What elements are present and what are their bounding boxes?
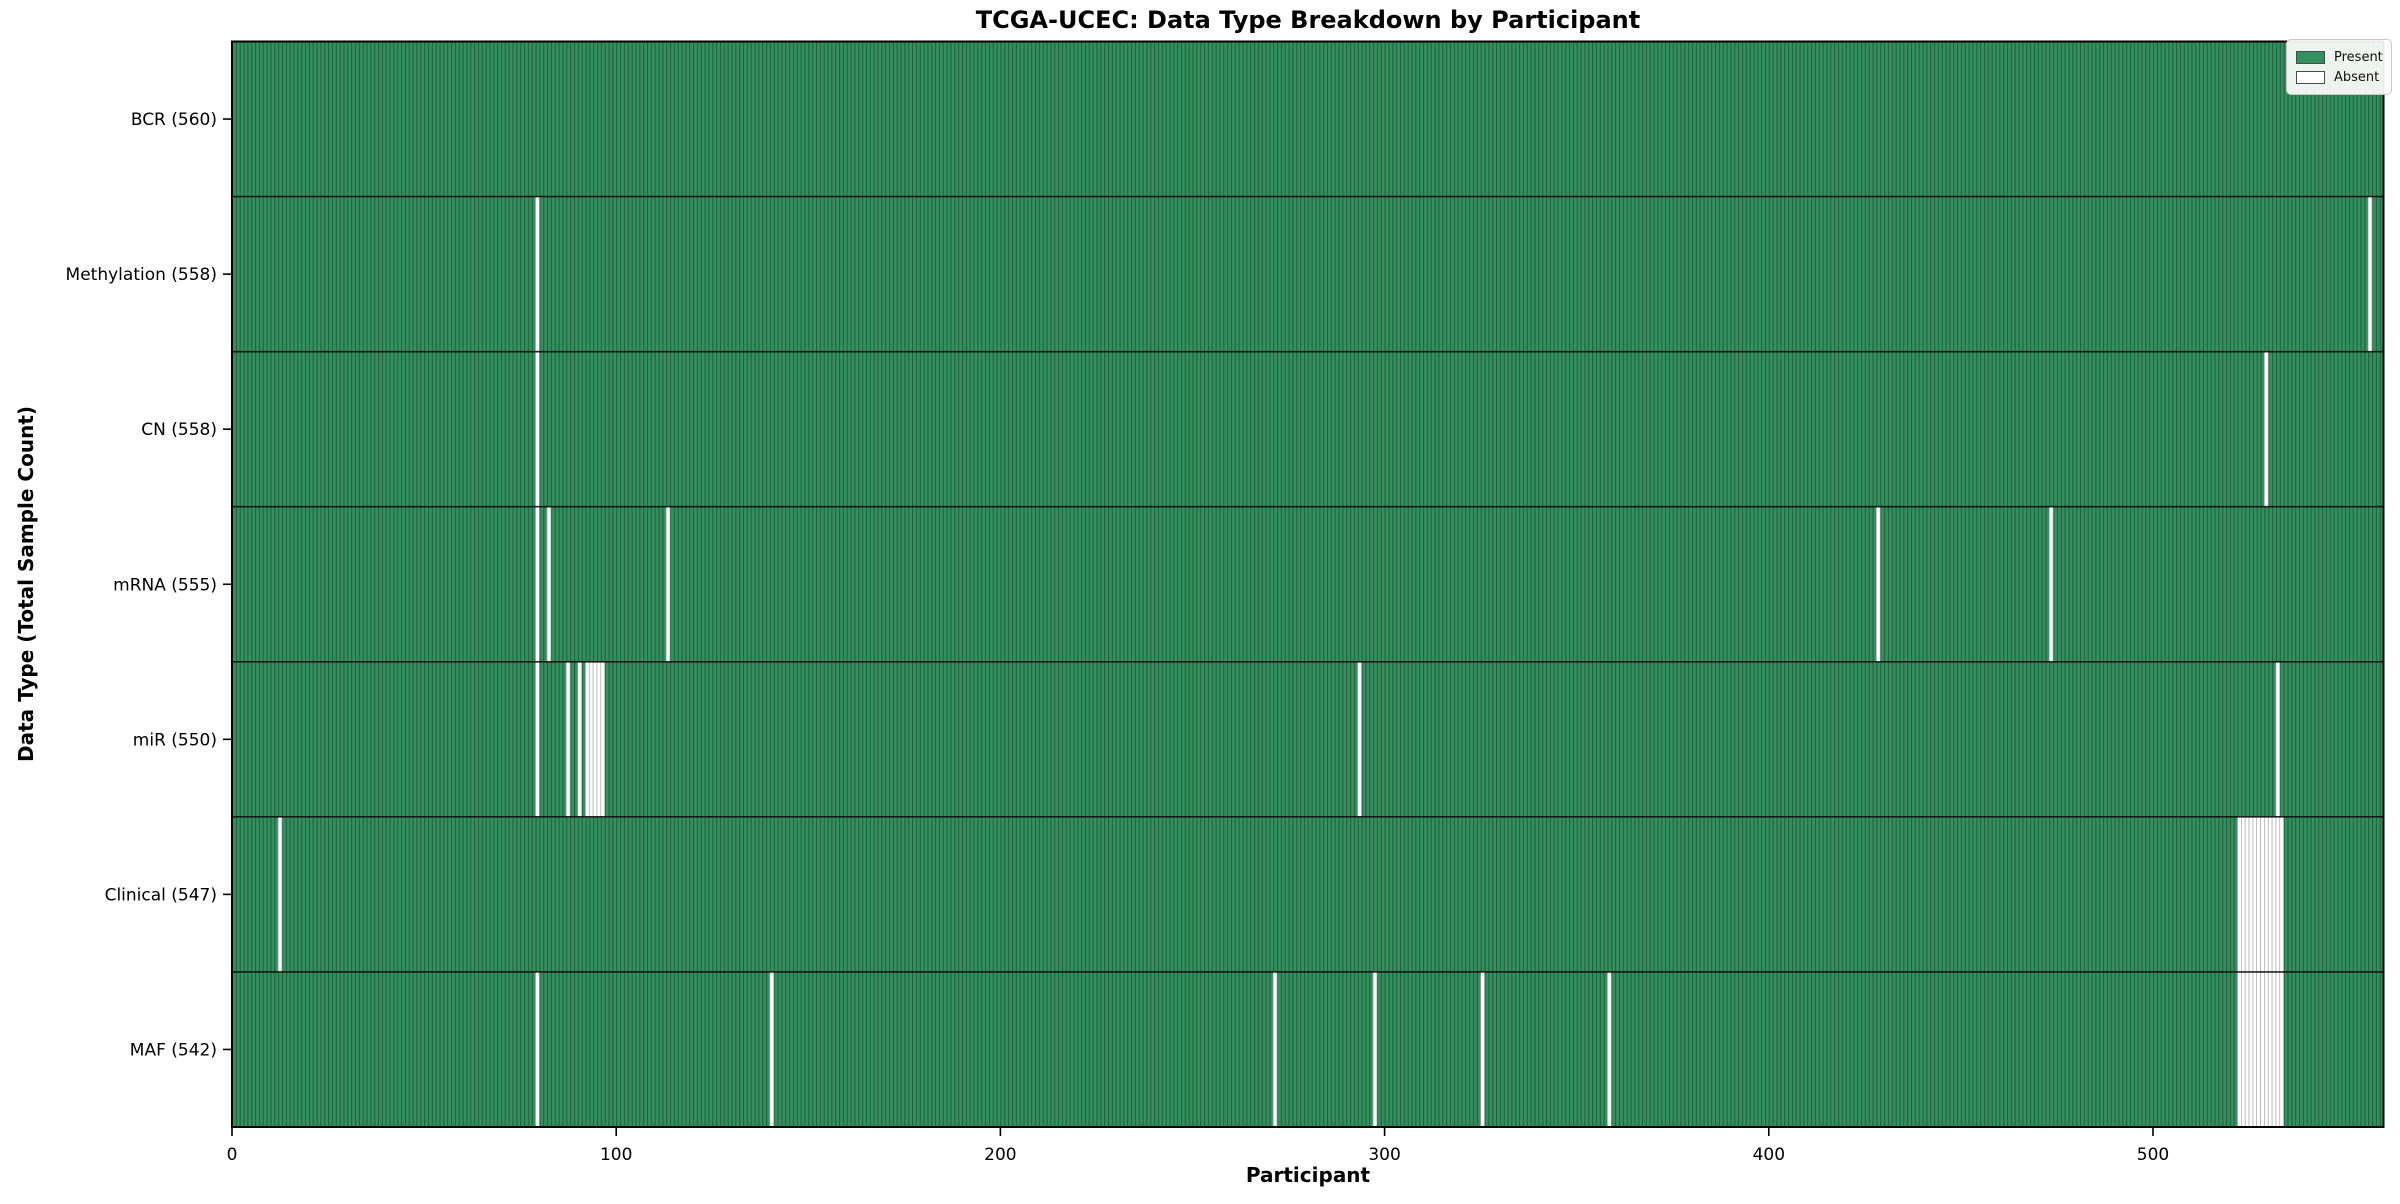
absent-bar [769, 971, 775, 1128]
y-tick-label: Clinical (547) [105, 885, 217, 905]
absent-bar [2241, 971, 2246, 1128]
absent-bar [2237, 971, 2242, 1128]
x-tick-label: 100 [600, 1145, 632, 1165]
bar-edges [232, 41, 2384, 1127]
y-tick-label: MAF (542) [130, 1040, 217, 1060]
y-tick-label: mRNA (555) [113, 575, 217, 595]
absent-bar [577, 661, 582, 818]
y-tick-label: BCR (560) [131, 110, 217, 130]
absent-bar [2264, 971, 2269, 1128]
absent-bar [535, 351, 540, 508]
absent-bar [2275, 971, 2281, 1128]
y-tick-label: Methylation (558) [66, 265, 217, 285]
x-tick-label: 400 [1753, 1145, 1785, 1165]
absent-bar [2241, 816, 2246, 973]
absent-bar [2271, 816, 2277, 973]
absent-bar [1480, 971, 1485, 1128]
absent-bar [2271, 971, 2277, 1128]
absent-bar [2237, 816, 2242, 973]
absent-bar [588, 661, 594, 818]
legend: Present Absent [2286, 39, 2392, 95]
absent-bar [1876, 506, 1881, 663]
absent-bar [1272, 971, 1278, 1128]
absent-bar [2279, 816, 2284, 973]
legend-label-present: Present [2334, 49, 2383, 65]
absent-bar [2275, 816, 2281, 973]
absent-bar [2279, 971, 2284, 1128]
absent-bar [1357, 661, 1362, 818]
absent-bar [1372, 971, 1378, 1128]
x-tick-label: 300 [1368, 1145, 1400, 1165]
absent-bar [2267, 971, 2273, 1128]
absent-bar [2264, 351, 2269, 508]
present-swatch-icon [2296, 50, 2325, 64]
absent-bar [2248, 816, 2254, 973]
absent-bar [535, 661, 540, 818]
chart-title: TCGA-UCEC: Data Type Breakdown by Partic… [975, 6, 1641, 34]
absent-bar [535, 506, 540, 663]
absent-bar [665, 506, 671, 663]
absent-bar [2267, 816, 2273, 973]
absent-bar [592, 661, 598, 818]
absent-bar [546, 506, 552, 663]
absent-bar [2256, 816, 2261, 973]
legend-item-present: Present [2296, 47, 2383, 67]
absent-bar [277, 816, 283, 973]
x-axis-label: Participant [1245, 1163, 1371, 1187]
absent-bar [2248, 971, 2254, 1128]
absent-bar [2260, 816, 2265, 973]
legend-label-absent: Absent [2334, 69, 2380, 85]
absent-bar [2264, 816, 2269, 973]
absent-bar [2252, 816, 2258, 973]
absent-bar [1607, 971, 1612, 1128]
absent-bar [535, 196, 540, 352]
absent-bar [565, 661, 571, 818]
legend-item-absent: Absent [2296, 67, 2383, 87]
absent-bar [2275, 661, 2281, 818]
absent-bar [2367, 196, 2373, 352]
absent-bar [2256, 971, 2261, 1128]
absent-bar [2048, 506, 2054, 663]
absent-bar [600, 661, 606, 818]
absent-swatch-icon [2296, 70, 2325, 84]
x-tick-label: 200 [984, 1145, 1016, 1165]
absent-bar [535, 971, 540, 1128]
y-tick-label: miR (550) [133, 730, 217, 750]
absent-bar [585, 661, 590, 818]
absent-bar [2244, 816, 2250, 973]
absent-bar [2244, 971, 2250, 1128]
absent-bar [2260, 971, 2265, 1128]
x-tick-label: 500 [2137, 1145, 2169, 1165]
y-tick-label: CN (558) [141, 420, 217, 440]
absent-bar [2252, 971, 2258, 1128]
absent-bar [596, 661, 602, 818]
x-tick-label: 0 [227, 1145, 238, 1165]
